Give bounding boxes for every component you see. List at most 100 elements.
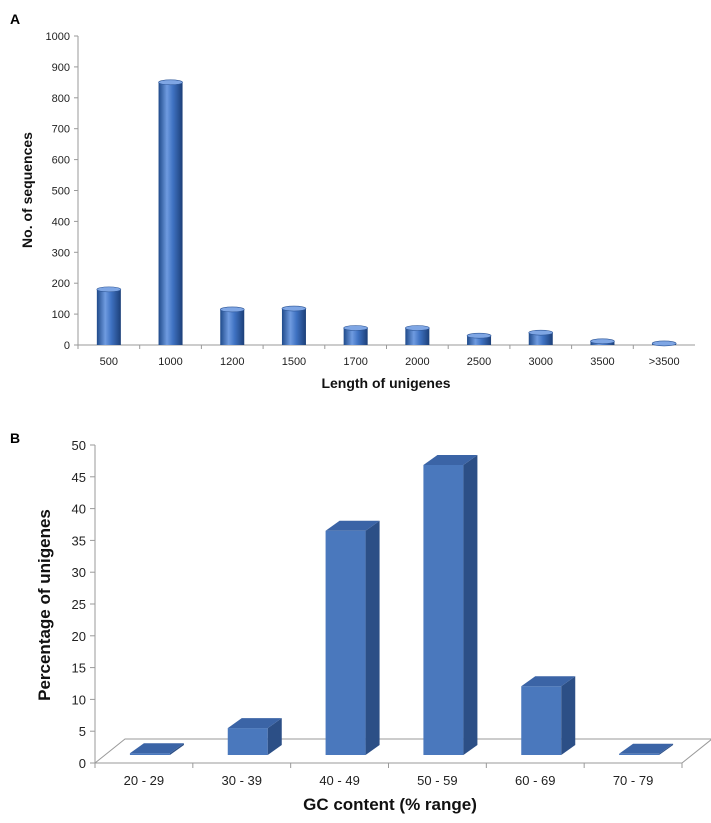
chart-a-x-tick-label: 1200 [220, 356, 244, 368]
chart-a-bar-top [590, 338, 615, 345]
chart-b-bar-front [521, 686, 562, 755]
chart-a-bar-body [343, 328, 368, 345]
chart-b-bar-front [423, 464, 464, 755]
chart-b-y-tick-label: 30 [72, 565, 86, 580]
chart-b-bar-side [169, 743, 184, 755]
chart-b-bar-side [463, 454, 478, 755]
chart-a-y-tick-label: 700 [52, 124, 70, 136]
chart-b-bar-top [521, 676, 576, 687]
chart-b-bar [423, 454, 478, 755]
chart-a-y-tick-label: 600 [52, 155, 70, 167]
chart-b-bar-front [227, 728, 268, 755]
chart-b-bar-top [129, 743, 184, 754]
chart-b-y-tick-label: 45 [72, 470, 86, 485]
chart-b-bar-top [227, 718, 282, 729]
chart-b: B GC content (% range) Percentage of uni… [10, 430, 711, 814]
chart-a-bar-body [158, 82, 183, 345]
chart-a-bar-top [651, 340, 677, 347]
chart-a-bar [96, 286, 122, 345]
chart-b-bar-side [659, 743, 674, 755]
chart-b-x-tick-label: 70 - 79 [613, 773, 653, 788]
chart-a-bar-body [528, 332, 553, 345]
chart-a-bar-body [467, 335, 492, 345]
chart-b-y-tick-label: 0 [79, 756, 86, 771]
chart-a-bar-body [96, 289, 121, 345]
chart-a-x-tick-label: 1000 [158, 356, 182, 368]
chart-b-y-tick-label: 5 [79, 724, 86, 739]
chart-a-bar [528, 329, 554, 345]
chart-a-y-tick-label: 500 [52, 186, 70, 198]
chart-b-y-tick-label: 10 [72, 692, 86, 707]
chart-a-bar-body [405, 328, 430, 345]
chart-a-y-tick-label: 1000 [46, 31, 70, 43]
chart-b-y-tick-label: 50 [72, 438, 86, 453]
chart-a-x-tick-label: 3500 [590, 356, 614, 368]
chart-a-y-tick-label: 400 [52, 216, 70, 228]
panel-label-b: B [10, 430, 20, 446]
chart-b-bar [129, 743, 184, 755]
chart-a-x-label: Length of unigenes [321, 375, 450, 391]
chart-b-x-tick-label: 20 - 29 [124, 773, 164, 788]
chart-b-y-tick-label: 35 [72, 533, 86, 548]
chart-b-floor [93, 738, 711, 764]
chart-a-y-tick-label: 900 [52, 62, 70, 74]
chart-a-x-tick-label: >3500 [649, 356, 680, 368]
chart-a-x-tick-label: 2500 [467, 356, 491, 368]
chart-b-bar [619, 743, 674, 755]
chart-b-bar-top [325, 520, 380, 531]
chart-b-bar [325, 520, 380, 755]
chart-b-bar-front [325, 530, 366, 755]
chart-a-bar-top [219, 306, 245, 313]
chart-a-bar-top [405, 325, 430, 331]
chart-a-bar [158, 79, 183, 345]
chart-a-x-tick-label: 1500 [282, 356, 306, 368]
chart-a-bar-top [343, 325, 368, 331]
chart-a-bar-top [528, 329, 554, 336]
chart-b-x-tick-label: 50 - 59 [417, 773, 457, 788]
chart-a-y-tick-label: 300 [52, 247, 70, 259]
chart-a: A Length of unigenes No. of sequences 0 1… [10, 11, 695, 391]
chart-a-x-tick-label: 500 [100, 356, 118, 368]
chart-a-bar-body [220, 309, 245, 345]
chart-b-y-tick-label: 15 [72, 661, 86, 676]
chart-a-x-tick-label: 3000 [529, 356, 553, 368]
chart-a-x-tick-label: 1700 [343, 356, 367, 368]
chart-a-bar [405, 325, 430, 345]
chart-a-y-tick-label: 800 [52, 93, 70, 105]
chart-b-x-label: GC content (% range) [303, 795, 477, 814]
chart-a-bar [343, 325, 368, 345]
chart-b-bar-side [365, 520, 380, 755]
chart-b-y-label: Percentage of unigenes [35, 509, 54, 701]
chart-b-bar [227, 718, 282, 755]
chart-b-x-tick-label: 40 - 49 [319, 773, 359, 788]
chart-a-bar [651, 340, 677, 347]
chart-b-bar-front [619, 753, 660, 755]
chart-b-x-tick-label: 30 - 39 [222, 773, 262, 788]
chart-a-bar [281, 305, 307, 345]
chart-a-y-tick-label: 200 [52, 278, 70, 290]
chart-b-bar [521, 676, 576, 755]
chart-a-bar-top [96, 286, 122, 293]
chart-a-x-tick-label: 2000 [405, 356, 429, 368]
chart-b-bar-front [129, 753, 170, 755]
chart-a-bar-top [466, 332, 492, 339]
chart-b-bar-top [423, 454, 478, 465]
chart-a-bar [466, 332, 492, 345]
chart-a-y-tick-label: 0 [64, 340, 70, 352]
chart-a-y-label: No. of sequences [19, 132, 35, 248]
panel-label-a: A [10, 11, 20, 27]
chart-a-bar-body [281, 308, 306, 345]
chart-b-x-tick-label: 60 - 69 [515, 773, 555, 788]
chart-a-bar-top [158, 79, 183, 86]
chart-b-y-tick-label: 25 [72, 597, 86, 612]
chart-b-y-tick-label: 20 [72, 629, 86, 644]
chart-a-y-tick-label: 100 [52, 309, 70, 321]
chart-a-bar [590, 338, 615, 345]
chart-b-bar-top [619, 743, 674, 754]
chart-b-bar-side [267, 718, 282, 755]
chart-b-bar-side [561, 676, 576, 755]
chart-b-y-tick-label: 40 [72, 502, 86, 517]
chart-a-bar-top [281, 305, 307, 312]
chart-a-bar [219, 306, 245, 345]
